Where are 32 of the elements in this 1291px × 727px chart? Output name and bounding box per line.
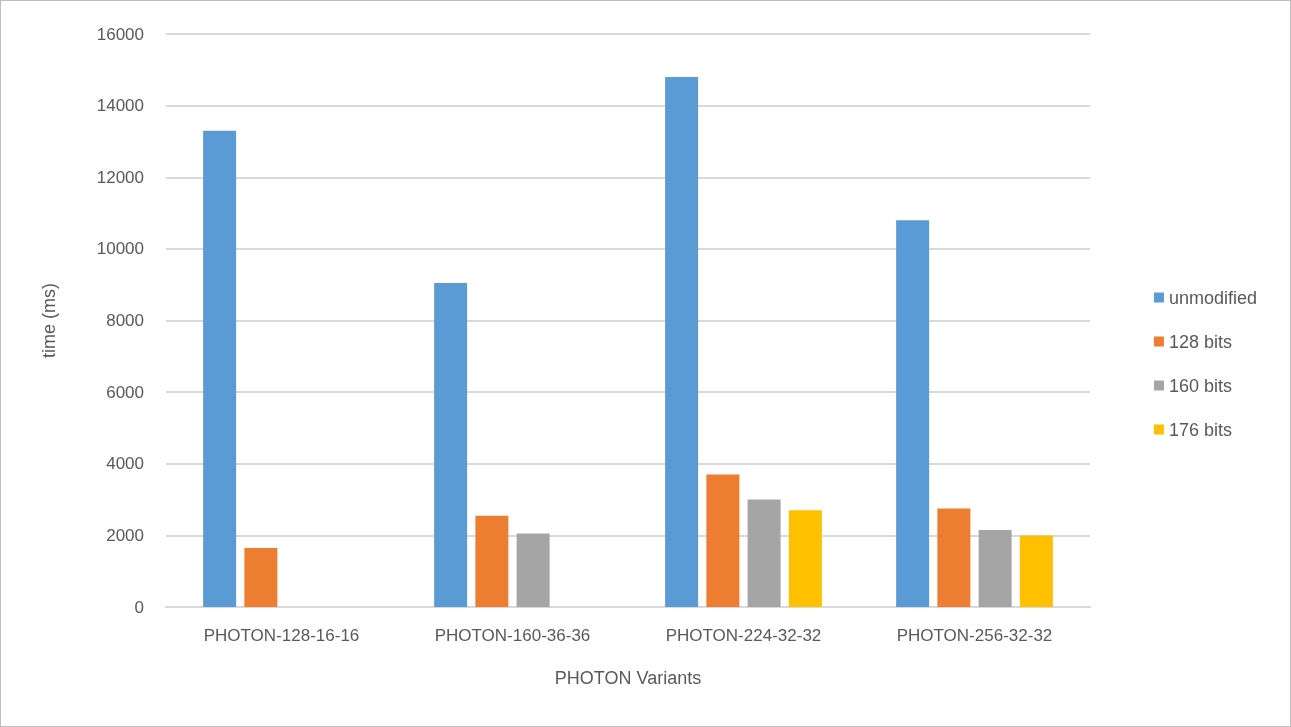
y-tick-label: 0: [134, 597, 144, 617]
bar: [665, 76, 699, 607]
bar: [434, 282, 468, 607]
bar: [747, 499, 781, 607]
bar: [203, 130, 237, 607]
legend-label: 176 bits: [1168, 419, 1232, 440]
y-tick-label: 8000: [106, 311, 144, 330]
x-tick-label: PHOTON-128-16-16: [203, 626, 360, 645]
bar: [937, 508, 971, 607]
y-tick-label: 14000: [96, 96, 144, 116]
bar: [706, 474, 740, 607]
y-tick-label: 12000: [96, 167, 144, 187]
bar: [244, 547, 278, 607]
legend-label: unmodified: [1168, 287, 1257, 308]
bar: [896, 220, 930, 607]
legend-label: 160 bits: [1168, 375, 1232, 396]
y-tick-label: 4000: [106, 454, 144, 474]
y-tick-label: 16000: [96, 24, 144, 44]
x-tick-label: PHOTON-256-32-32: [896, 626, 1053, 645]
legend-label: 128 bits: [1168, 331, 1232, 352]
x-tick-label: PHOTON-160-36-36: [434, 626, 591, 645]
bar: [516, 533, 550, 607]
y-tick-label: 2000: [106, 525, 144, 545]
y-tick-label: 10000: [96, 239, 144, 259]
bar: [788, 510, 822, 607]
x-axis-title: PHOTON Variants: [554, 668, 702, 688]
bar: [1019, 535, 1053, 607]
y-tick-label: 6000: [106, 382, 144, 402]
x-tick-label: PHOTON-224-32-32: [665, 626, 822, 645]
bar: [978, 530, 1012, 607]
y-axis-title: time (ms): [39, 283, 59, 358]
bar: [475, 515, 509, 607]
